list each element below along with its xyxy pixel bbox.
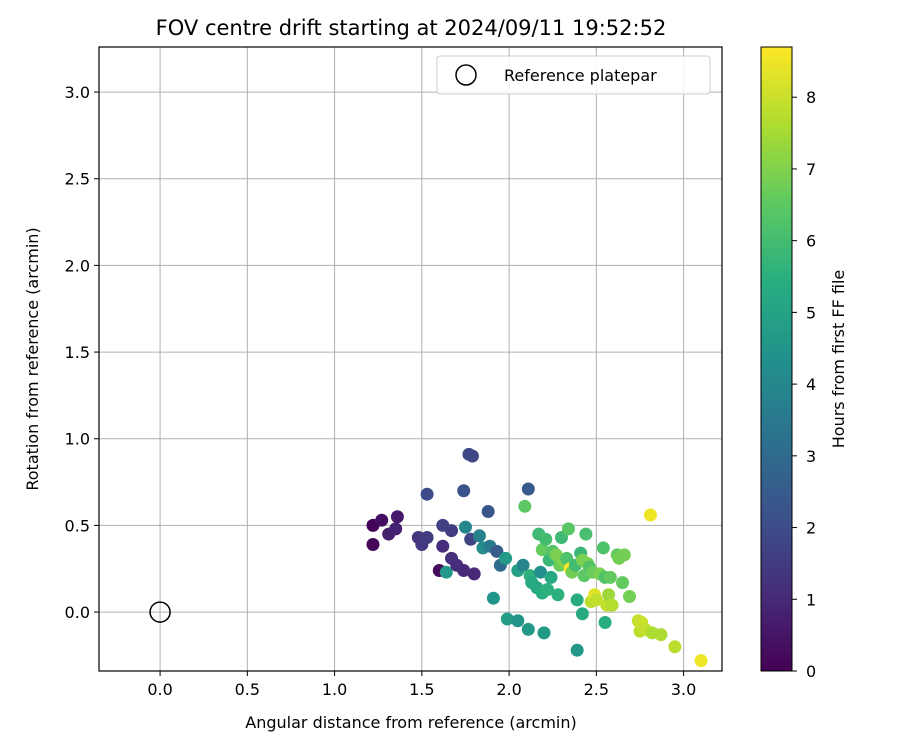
data-point [457, 484, 471, 498]
x-axis-label: Angular distance from reference (arcmin) [245, 713, 576, 732]
data-point [560, 551, 574, 565]
data-point [389, 522, 403, 536]
data-point [596, 541, 610, 555]
data-point [490, 544, 504, 558]
data-point [535, 543, 549, 557]
colorbar: 0 1 2 3 4 5 6 7 8 Hours from first FF file [760, 46, 848, 681]
data-point [445, 524, 459, 538]
data-point [544, 570, 558, 584]
chart-title: FOV centre drift starting at 2024/09/11 … [156, 16, 667, 40]
data-point [436, 539, 450, 553]
x-tick-label: 1.5 [409, 680, 434, 699]
y-axis-ticks: 0.0 0.5 1.0 1.5 2.0 2.5 3.0 [65, 83, 99, 622]
data-point [534, 565, 548, 579]
data-points [366, 447, 708, 668]
colorbar-tick-label: 8 [806, 88, 816, 107]
data-point [617, 548, 631, 562]
colorbar-tick-label: 6 [806, 232, 816, 251]
colorbar-ticks: 0 1 2 3 4 5 6 7 8 [792, 88, 816, 681]
y-tick-label: 2.0 [65, 256, 90, 275]
data-point [554, 531, 568, 545]
y-tick-label: 0.5 [65, 516, 90, 535]
data-point [539, 532, 553, 546]
reference-platepar-point [149, 601, 171, 623]
data-point [537, 626, 551, 640]
data-point [481, 505, 495, 519]
legend-box [436, 55, 711, 95]
colorbar-tick-label: 5 [806, 303, 816, 322]
data-point [467, 567, 481, 581]
data-point [589, 593, 603, 607]
data-point [561, 522, 575, 536]
colorbar-tick-label: 3 [806, 447, 816, 466]
data-point [540, 583, 554, 597]
legend-reference-label: Reference platepar [504, 66, 657, 85]
colorbar-label: Hours from first FF file [829, 270, 848, 449]
data-point [602, 588, 616, 602]
y-tick-label: 1.0 [65, 430, 90, 449]
colorbar-tick-label: 4 [806, 375, 816, 394]
colorbar-gradient [760, 46, 793, 672]
data-point [598, 615, 612, 629]
data-point [570, 643, 584, 657]
data-point [643, 508, 657, 522]
data-point [605, 598, 619, 612]
y-tick-label: 0.0 [65, 603, 90, 622]
reference-marker [149, 601, 171, 623]
x-tick-label: 2.0 [496, 680, 521, 699]
data-point [420, 531, 434, 545]
colorbar-tick-label: 0 [806, 662, 816, 681]
data-point [472, 529, 486, 543]
y-tick-label: 3.0 [65, 83, 90, 102]
colorbar-tick-label: 1 [806, 590, 816, 609]
data-point [579, 527, 593, 541]
y-tick-label: 2.5 [65, 170, 90, 189]
colorbar-tick-label: 7 [806, 160, 816, 179]
data-point [516, 558, 530, 572]
data-point [668, 640, 682, 654]
y-axis-label: Rotation from reference (arcmin) [23, 227, 42, 490]
data-point [439, 565, 453, 579]
data-point [457, 563, 471, 577]
data-point [575, 607, 589, 621]
data-point [500, 612, 514, 626]
x-axis-ticks: 0.0 0.5 1.0 1.5 2.0 2.5 3.0 [147, 671, 696, 699]
x-tick-label: 0.0 [147, 680, 172, 699]
data-point [499, 551, 513, 565]
data-point [521, 482, 535, 496]
data-point [465, 449, 479, 463]
data-point [420, 487, 434, 501]
data-point [375, 513, 389, 527]
x-tick-label: 3.0 [671, 680, 696, 699]
data-point [616, 576, 630, 590]
data-point [511, 614, 525, 628]
data-point [603, 570, 617, 584]
data-point [366, 537, 380, 551]
data-point [654, 628, 668, 642]
grid-lines [99, 47, 722, 671]
x-tick-label: 2.5 [584, 680, 609, 699]
data-point [551, 588, 565, 602]
data-point [521, 622, 535, 636]
plot-frame [98, 46, 723, 672]
data-point [486, 591, 500, 605]
data-point [623, 589, 637, 603]
legend: Reference platepar [436, 55, 711, 95]
data-point [518, 499, 532, 513]
colorbar-tick-label: 2 [806, 519, 816, 538]
y-tick-label: 1.5 [65, 343, 90, 362]
x-tick-label: 0.5 [235, 680, 260, 699]
data-point [694, 654, 708, 668]
legend-reference-marker [455, 64, 477, 86]
x-tick-label: 1.0 [322, 680, 347, 699]
data-point [390, 510, 404, 524]
data-point [570, 593, 584, 607]
data-point [458, 520, 472, 534]
